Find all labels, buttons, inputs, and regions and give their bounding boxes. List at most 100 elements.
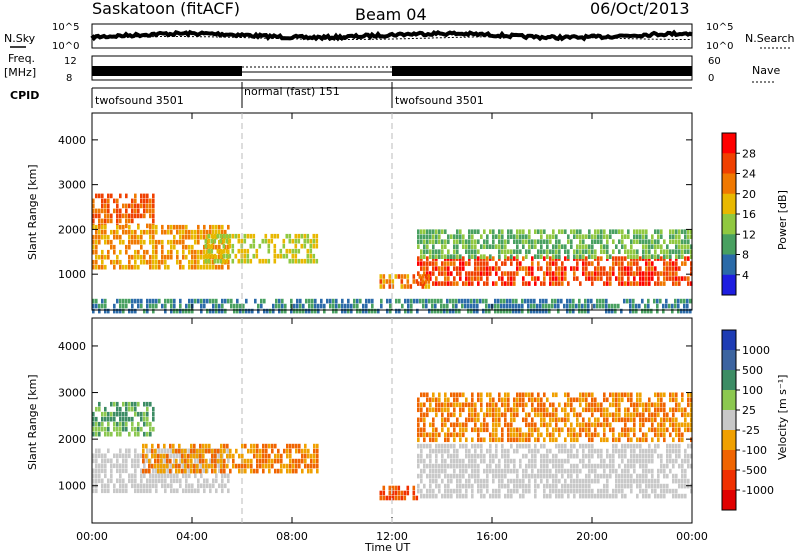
velocity-cell-1454 — [447, 417, 450, 423]
power-cell-39 — [116, 208, 119, 214]
velocity-cell-1345 — [687, 458, 690, 464]
velocity-cell-685 — [432, 468, 435, 474]
power-cell-312 — [197, 264, 200, 270]
velocity-cell-432 — [169, 458, 172, 464]
power-cell-1167 — [594, 239, 597, 244]
velocity-cell-646 — [417, 458, 420, 464]
velocity-cell-1085 — [585, 478, 588, 484]
power-cell-1351 — [101, 303, 104, 309]
velocity-cell-1809 — [606, 407, 609, 413]
power-cell-691 — [531, 261, 534, 266]
power-cell-1577 — [431, 308, 434, 314]
velocity-cell-278 — [170, 488, 173, 494]
power-cell-224 — [155, 239, 158, 245]
power-cell-1176 — [600, 244, 603, 249]
velocity-cell-1559 — [495, 412, 498, 418]
velocity-cell-1863 — [630, 397, 633, 403]
power-cell-1141 — [579, 229, 582, 234]
power-cell-544 — [426, 266, 429, 271]
velocity-cell-789 — [468, 483, 471, 489]
power-cell-1062 — [519, 234, 522, 239]
velocity-cell-1830 — [615, 407, 618, 413]
power-cell-1550 — [389, 303, 392, 309]
velocity-cell-206 — [140, 478, 143, 484]
velocity-cell-149 — [113, 463, 116, 469]
power-cell-1126 — [567, 239, 570, 244]
power-cell-160 — [122, 239, 125, 245]
power-cell-1425 — [209, 308, 212, 314]
velocity-cell-1152 — [612, 458, 615, 464]
velocity-cell-1001 — [555, 463, 558, 469]
velocity-cell-1828 — [615, 397, 618, 403]
power-cell-1560 — [407, 303, 410, 309]
velocity-cell-695 — [435, 468, 438, 474]
velocity-cell-1896 — [642, 437, 645, 443]
power-cell-1093 — [540, 254, 543, 259]
power-cell-1379 — [143, 308, 146, 314]
velocity-cell-1920 — [654, 432, 657, 438]
power-cell-317 — [200, 264, 203, 270]
power-cell-344 — [212, 239, 215, 245]
power-cell-147 — [116, 224, 119, 230]
velocity-cell-1987 — [684, 417, 687, 423]
power-cell-729 — [558, 276, 561, 281]
velocity-cell-1289 — [663, 488, 666, 494]
velocity-cell-316 — [188, 473, 191, 479]
velocity-cell-1424 — [435, 397, 438, 403]
velocity-cell-1549 — [492, 402, 495, 408]
velocity-cell-1186 — [624, 468, 627, 474]
velocity-cell-1551 — [492, 412, 495, 418]
power-cell-36 — [113, 208, 116, 214]
velocity-cell-32 — [110, 431, 113, 437]
velocity-cell-943 — [531, 468, 534, 474]
power-cell-199 — [143, 239, 146, 245]
velocity-cell-1665 — [540, 397, 543, 403]
velocity-cell-702 — [438, 463, 441, 469]
velocity-cell-520 — [232, 458, 235, 464]
velocity-cell-1492 — [465, 397, 468, 403]
power-cell-1443 — [233, 308, 236, 314]
velocity-cell-1597 — [510, 427, 513, 433]
velocity-cell-547 — [253, 468, 256, 474]
power-cell-1506 — [326, 298, 329, 304]
velocity-cell-140 — [107, 478, 110, 484]
velocity-ylabel: Slant Range [km] — [26, 374, 39, 470]
power-cell-945 — [435, 234, 438, 239]
velocity-cell-1583 — [504, 417, 507, 423]
power-cell-1341 — [427, 279, 431, 284]
power-cell-1399 — [173, 298, 176, 304]
velocity-cell-1578 — [504, 392, 507, 398]
velocity-cell-962 — [540, 463, 543, 469]
power-cell-834 — [636, 271, 639, 276]
power-cell-319 — [203, 229, 206, 235]
power-cell-943 — [432, 254, 435, 259]
power-cell-681 — [522, 266, 525, 271]
power-cell-388 — [207, 243, 211, 249]
velocity-cell-994 — [552, 473, 555, 479]
velocity-cell-1692 — [552, 402, 555, 408]
velocity-cell-208 — [140, 488, 143, 494]
power-cell-53 — [125, 218, 128, 224]
power-cell-1292 — [684, 229, 687, 234]
velocity-cell-1926 — [657, 422, 660, 428]
power-cell-1638 — [506, 298, 509, 304]
power-cell-198 — [143, 229, 146, 235]
velocity-cell-1232 — [642, 458, 645, 464]
power-cell-99 — [92, 234, 95, 240]
velocity-cell-8 — [95, 426, 98, 432]
power-cell-971 — [453, 244, 456, 249]
power-cell-709 — [549, 256, 552, 261]
power-cell-414 — [222, 258, 226, 264]
power-cell-144 — [113, 249, 116, 255]
velocity-cell-753 — [456, 473, 459, 479]
power-cell-641 — [489, 266, 492, 271]
velocity-cell-78 — [137, 426, 140, 432]
velocity-cell-750 — [456, 453, 459, 459]
power-cell-1427 — [212, 303, 215, 309]
power-cell-1605 — [467, 298, 470, 304]
velocity-colorbar-swatch-7 — [722, 470, 736, 491]
velocity-cell-454 — [187, 453, 190, 459]
velocity-cell-1941 — [663, 412, 666, 418]
power-cell-432 — [237, 248, 241, 254]
power-cell-1202 — [624, 234, 627, 239]
